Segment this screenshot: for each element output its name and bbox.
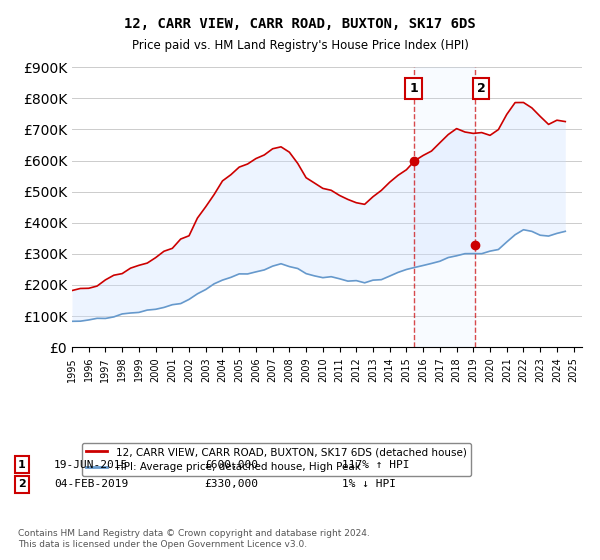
Text: 2: 2 <box>476 82 485 95</box>
Text: 117% ↑ HPI: 117% ↑ HPI <box>342 460 409 470</box>
Bar <box>414 67 475 347</box>
Text: 12, CARR VIEW, CARR ROAD, BUXTON, SK17 6DS: 12, CARR VIEW, CARR ROAD, BUXTON, SK17 6… <box>124 17 476 31</box>
Text: £330,000: £330,000 <box>204 479 258 489</box>
Text: 19-JUN-2015: 19-JUN-2015 <box>54 460 128 470</box>
Text: £600,000: £600,000 <box>204 460 258 470</box>
Text: 1% ↓ HPI: 1% ↓ HPI <box>342 479 396 489</box>
Legend: 12, CARR VIEW, CARR ROAD, BUXTON, SK17 6DS (detached house), HPI: Average price,: 12, CARR VIEW, CARR ROAD, BUXTON, SK17 6… <box>82 443 470 477</box>
Text: 1: 1 <box>409 82 418 95</box>
Text: Contains HM Land Registry data © Crown copyright and database right 2024.
This d: Contains HM Land Registry data © Crown c… <box>18 529 370 549</box>
Text: 04-FEB-2019: 04-FEB-2019 <box>54 479 128 489</box>
Text: 2: 2 <box>18 479 26 489</box>
Text: 1: 1 <box>18 460 26 470</box>
Text: Price paid vs. HM Land Registry's House Price Index (HPI): Price paid vs. HM Land Registry's House … <box>131 39 469 52</box>
